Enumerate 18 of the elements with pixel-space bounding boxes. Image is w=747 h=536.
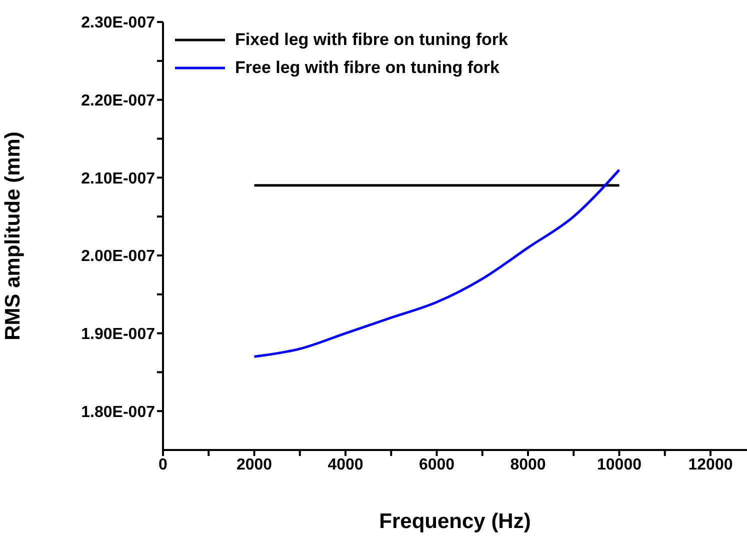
legend-label: Fixed leg with fibre on tuning fork [235,29,508,51]
y-tick-label: 2.20E-007 [81,92,156,110]
y-tick-label: 2.30E-007 [81,14,156,32]
x-tick-label: 10000 [597,456,642,474]
x-tick-label: 6000 [418,456,455,474]
x-tick-label: 4000 [328,456,364,474]
x-tick-label: 8000 [510,456,546,474]
y-tick-label: 1.80E-007 [81,404,156,421]
y-axis-title: RMS amplitude (mm) [1,132,24,340]
x-tick-label: 2000 [236,456,272,474]
y-tick-label: 2.00E-007 [81,248,156,266]
y-tick-label: 2.10E-007 [81,170,156,188]
x-tick-label: 12000 [688,456,733,474]
line-series [253,168,620,358]
x-axis-title: Frequency (Hz) [379,510,531,533]
x-tick-label: 0 [158,456,168,474]
legend-label: Free leg with fibre on tuning fork [235,57,500,79]
y-tick-label: 1.90E-007 [81,326,156,343]
